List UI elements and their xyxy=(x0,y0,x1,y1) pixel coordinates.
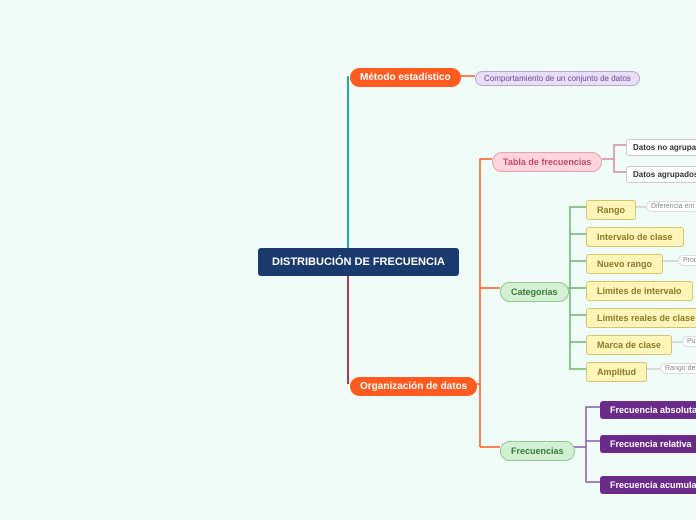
frecuencias-node: Frecuencias xyxy=(500,441,575,461)
categorias-node: Categorías xyxy=(500,282,569,302)
metodo-node: Método estadístico xyxy=(350,68,461,87)
marca-desc-node: Pu xyxy=(682,336,696,347)
rango-node: Rango xyxy=(586,200,636,220)
tabla-node: Tabla de frecuencias xyxy=(492,152,602,172)
freq-acumulada-node: Frecuencia acumulada xyxy=(600,476,696,494)
datos-no-agrupados-node: Datos no agrupados xyxy=(626,139,696,156)
nuevo-rango-desc-node: Prod xyxy=(678,255,696,266)
intervalo-node: Intervalo de clase xyxy=(586,227,684,247)
freq-relativa-node: Frecuencia relativa xyxy=(600,435,696,453)
organizacion-node: Organización de datos xyxy=(350,377,477,396)
limites-reales-node: Límites reales de clase xyxy=(586,308,696,328)
amplitud-node: Amplitud xyxy=(586,362,647,382)
marca-node: Marca de clase xyxy=(586,335,672,355)
nuevo-rango-node: Nuevo rango xyxy=(586,254,663,274)
rango-desc-node: Diferencia ent xyxy=(646,201,696,212)
limites-intervalo-node: Límites de intervalo xyxy=(586,281,693,301)
amplitud-desc-node: Rango de xyxy=(660,363,696,374)
datos-agrupados-node: Datos agrupados xyxy=(626,166,696,183)
freq-absoluta-node: Frecuencia absoluta xyxy=(600,401,696,419)
root-node: DISTRIBUCIÓN DE FRECUENCIA xyxy=(258,248,459,276)
comportamiento-node: Comportamiento de un conjunto de datos xyxy=(475,71,640,86)
